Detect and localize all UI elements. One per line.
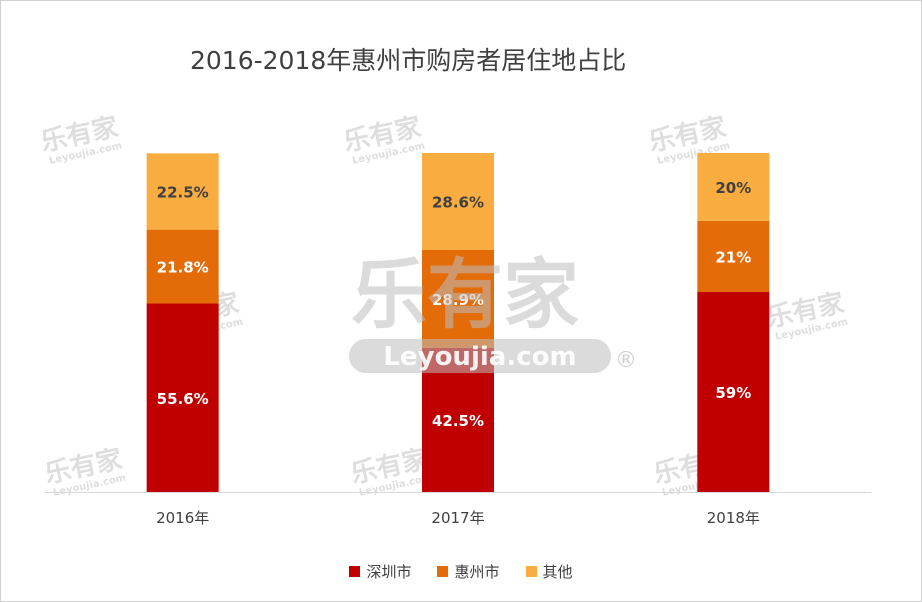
x-tick-label: 2018年 bbox=[707, 509, 760, 527]
legend-swatch-shenzhen bbox=[349, 566, 361, 577]
legend-item-huizhou: 惠州市 bbox=[437, 561, 500, 582]
bar-segment bbox=[422, 249, 494, 348]
data-label: 28.9% bbox=[432, 291, 484, 309]
bar-segment bbox=[697, 153, 770, 221]
data-label: 28.6% bbox=[432, 193, 484, 211]
bar-segment bbox=[697, 291, 770, 492]
bar-segment bbox=[146, 229, 219, 304]
data-label: 20% bbox=[715, 179, 751, 197]
legend-item-other: 其他 bbox=[525, 561, 573, 582]
data-label: 42.5% bbox=[432, 412, 484, 430]
bar-segment bbox=[146, 303, 219, 492]
legend-label-shenzhen: 深圳市 bbox=[366, 563, 412, 581]
x-tick-label: 2017年 bbox=[431, 509, 484, 527]
data-label: 21% bbox=[715, 248, 751, 266]
chart-title: 2016-2018年惠州市购房者居住地占比 bbox=[190, 46, 627, 75]
data-label: 21.8% bbox=[157, 259, 209, 277]
data-label: 55.6% bbox=[157, 390, 209, 408]
bar-segment bbox=[422, 153, 494, 250]
legend-item-shenzhen: 深圳市 bbox=[349, 561, 411, 582]
data-label: 59% bbox=[715, 384, 751, 402]
legend-label-huizhou: 惠州市 bbox=[454, 563, 500, 581]
chart-legend: 深圳市 惠州市 其他 bbox=[1, 561, 921, 582]
legend-swatch-huizhou bbox=[437, 566, 449, 577]
legend-label-other: 其他 bbox=[542, 563, 573, 581]
data-label: 22.5% bbox=[157, 183, 209, 201]
x-tick-label: 2016年 bbox=[156, 509, 209, 527]
bar-segment bbox=[697, 220, 770, 292]
bar-segment bbox=[146, 153, 219, 230]
legend-swatch-other bbox=[525, 566, 537, 577]
